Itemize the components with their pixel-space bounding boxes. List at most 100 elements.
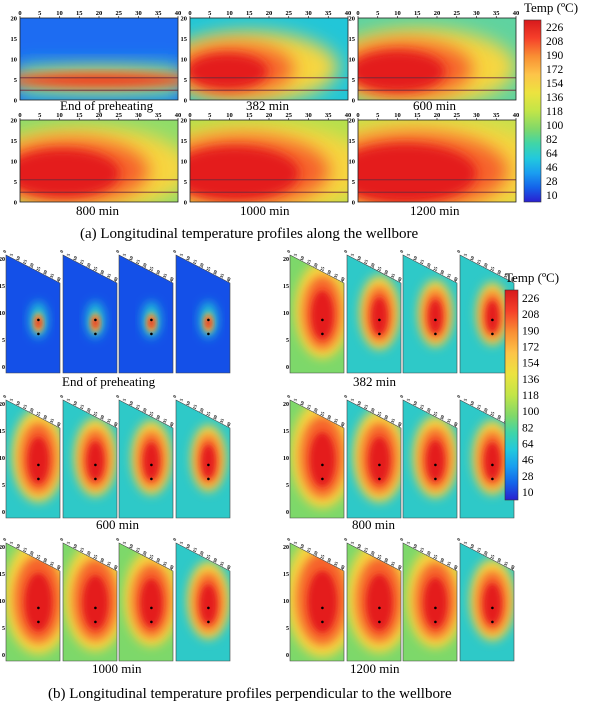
partB-top-tick: 5: [293, 540, 299, 545]
partA-xtick: 25: [454, 112, 461, 119]
partB-ytick: 15: [0, 284, 5, 290]
partB-top-tick: 40: [452, 421, 458, 428]
colorbar-b-tick-4: 154: [522, 358, 540, 370]
partA-panel-4: 0 5 10 15 20 25 30 35 40 20 15 10 5 0: [181, 112, 352, 207]
colorbar-a-gradient: [523, 19, 542, 203]
colorbar-a-tick-10: 46: [546, 162, 558, 174]
colorbar-b-tick-8: 82: [522, 422, 534, 434]
partB-top-tick: 5: [406, 397, 412, 402]
producer-dot: [37, 332, 40, 336]
partB-top-tick: 15: [476, 403, 482, 410]
partA-ytick: 20: [11, 118, 18, 125]
partB-top-tick: 5: [9, 540, 15, 545]
partA-xtick: 0: [188, 112, 191, 119]
partB-top-tick: 30: [212, 557, 218, 564]
colorbar-a-tick-0: 226: [546, 22, 564, 34]
partB-top-tick: 0: [399, 249, 405, 254]
partB-top-tick: 40: [168, 421, 174, 428]
partB-top-tick: 10: [15, 543, 21, 550]
partB-ytick: 0: [2, 653, 5, 659]
partB-top-tick: 30: [326, 269, 332, 276]
partA-xtick: 15: [414, 112, 421, 119]
partA-label-3: 800 min: [76, 203, 119, 218]
partA-ytick: 20: [349, 118, 356, 125]
partB-top-tick: 20: [482, 550, 488, 557]
partB-top-tick: 5: [406, 252, 412, 257]
partB-top-tick: 15: [192, 258, 198, 265]
producer-dot: [94, 620, 97, 624]
partB-top-tick: 10: [72, 543, 78, 550]
partB-group-2: 2015105005101520253035400510152025303540…: [0, 394, 232, 519]
partB-ytick: 10: [283, 599, 289, 605]
partB-top-tick: 10: [299, 255, 305, 262]
partA-ytick: 15: [181, 138, 188, 145]
partB-top-tick: 40: [168, 276, 174, 283]
injector-dot: [378, 463, 381, 467]
partB-top-tick: 20: [425, 407, 431, 414]
partA-ytick: 5: [352, 77, 356, 84]
partB-top-tick: 25: [92, 410, 98, 417]
partB-top-tick: 0: [172, 537, 178, 542]
partB-top-tick: 40: [225, 564, 231, 571]
partA-xtick: 20: [434, 10, 441, 17]
partB-top-tick: 0: [286, 394, 292, 399]
colorbar-a-tick-6: 118: [546, 106, 563, 118]
partA-xtick: 0: [18, 10, 21, 17]
partB-top-tick: 20: [425, 262, 431, 269]
partA-ytick: 0: [352, 200, 355, 207]
colorbar-b-tick-0: 226: [522, 293, 540, 305]
partB-label-2: 600 min: [96, 517, 139, 532]
partB-top-tick: 30: [439, 269, 445, 276]
injector-dot: [434, 606, 437, 610]
producer-dot: [378, 620, 381, 624]
partA-panel-1: 0 5 10 15 20 25 30 35 40 20 15 10 5 0: [181, 10, 352, 105]
partB-top-tick: 15: [22, 546, 28, 553]
partB-ytick: 20: [283, 402, 289, 408]
partB-top-tick: 30: [439, 414, 445, 421]
partB-top-tick: 5: [66, 252, 72, 257]
partA-xtick: 20: [266, 10, 273, 17]
partB-top-tick: 30: [155, 269, 161, 276]
colorbar-a-tick-8: 82: [546, 134, 558, 146]
partB-top-tick: 15: [306, 546, 312, 553]
partB-top-tick: 40: [55, 564, 61, 571]
partA-ytick: 10: [349, 159, 356, 166]
partA-xtick: 5: [208, 10, 212, 17]
partA-xtick: 25: [454, 10, 461, 17]
partB-label-1: 382 min: [353, 374, 396, 389]
partB-ytick: 15: [0, 429, 5, 435]
partB-top-tick: 20: [369, 262, 375, 269]
injector-dot: [37, 606, 40, 610]
partB-top-tick: 10: [128, 400, 134, 407]
colorbar-b-tick-1: 208: [522, 309, 540, 321]
partA-xtick: 25: [116, 112, 123, 119]
partB-top-tick: 20: [141, 550, 147, 557]
partB-top-tick: 5: [66, 540, 72, 545]
partB-top-tick: 35: [446, 417, 452, 424]
partB-top-tick: 15: [476, 258, 482, 265]
producer-dot: [321, 620, 324, 624]
partA-ytick: 15: [349, 36, 356, 43]
partB-ytick: 15: [0, 572, 5, 578]
colorbar-b-tick-6: 118: [522, 390, 539, 402]
partB-top-tick: 0: [59, 249, 65, 254]
partB-top-tick: 40: [112, 421, 118, 428]
partB-top-tick: 20: [141, 407, 147, 414]
partA-ytick: 10: [181, 159, 188, 166]
colorbar-a: 226 208 190 172 154 136 118 100 82 64 46 28 10: [523, 19, 564, 203]
partA-xtick: 15: [414, 10, 421, 17]
partB-group-1: 2015105005101520253035400510152025303540…: [283, 249, 516, 374]
partB-top-tick: 0: [343, 394, 349, 399]
partB-top-tick: 0: [115, 537, 121, 542]
colorbar-a-tick-3: 172: [546, 64, 564, 76]
partA-xtick: 30: [135, 10, 142, 17]
partB-top-tick: 15: [419, 258, 425, 265]
partA-xtick: 0: [356, 112, 359, 119]
partA-xtick: 15: [76, 112, 83, 119]
partA-ytick: 5: [14, 77, 18, 84]
partB-top-tick: 40: [452, 276, 458, 283]
